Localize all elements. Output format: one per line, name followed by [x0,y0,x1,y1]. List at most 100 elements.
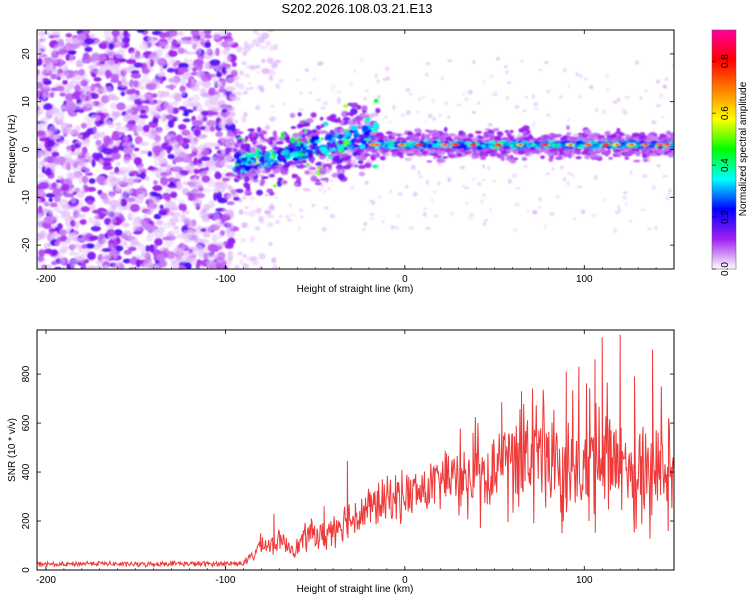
heatmap-cell [272,152,277,159]
heatmap-cell [405,88,411,92]
heatmap-cell [268,140,274,146]
heatmap-cell [310,175,318,182]
heatmap-cell [151,51,158,57]
heatmap-cell [571,173,575,178]
heatmap-cell [427,143,433,147]
heatmap-cell [266,57,274,64]
heatmap-cell [497,141,505,144]
heatmap-cell [100,210,107,214]
heatmap-cell [252,178,259,183]
heatmap-cell [228,175,234,180]
heatmap-cell [158,157,167,165]
heatmap-cell [350,102,359,109]
heatmap-cell [298,124,306,128]
heatmap-cell [207,101,218,110]
heatmap-cell [675,144,680,146]
heatmap-cell [344,131,351,137]
heatmap-cell [287,146,297,152]
heatmap-cell [496,153,503,159]
heatmap-cell [483,131,490,137]
heatmap-cell [43,215,55,224]
heatmap-cell [244,87,251,92]
heatmap-cell [139,93,146,102]
heatmap-cell [376,79,380,83]
heatmap-cell [274,59,282,64]
heatmap-cell [231,61,237,67]
colorbar-tick-label: 0.6 [720,106,731,120]
heatmap-cell [349,112,354,117]
heatmap-cell [91,53,100,62]
heatmap-cell [264,193,269,197]
heatmap-cell [337,97,341,104]
heatmap-cell [123,30,129,38]
heatmap-cell [425,72,429,77]
heatmap-cell [427,113,433,119]
heatmap-cell [51,30,61,36]
heatmap-cell [168,50,178,58]
y-tick-label: 400 [21,463,32,480]
heatmap-cell [513,157,519,161]
heatmap-cell [273,165,282,168]
heatmap-cell [207,164,218,172]
heatmap-cell [134,94,140,100]
heatmap-cell [320,137,325,141]
heatmap-cell [105,175,117,183]
heatmap-cell [404,144,410,147]
heatmap-cell [422,150,427,155]
heatmap-cell [37,205,43,214]
heatmap-cell [190,30,200,37]
heatmap-cell [95,260,103,265]
heatmap-cell [70,264,76,269]
heatmap-cell [327,155,333,159]
heatmap-cell [576,185,583,189]
heatmap-cell [319,130,328,135]
heatmap-cell [374,73,379,79]
heatmap-cell [304,68,310,73]
heatmap-cell [461,184,466,188]
heatmap-cell [494,135,499,141]
heatmap-cell [658,143,663,146]
heatmap-cell [447,177,452,182]
heatmap-cell [112,262,120,269]
heatmap-cell [178,106,187,111]
heatmap-cell [209,244,219,253]
heatmap-cell [351,138,355,144]
heatmap-cell [76,190,85,198]
heatmap-cell [460,165,466,170]
heatmap-cell [108,193,115,199]
heatmap-cell [248,179,254,184]
heatmap-cell [492,127,500,132]
heatmap-cell [167,154,175,160]
heatmap-cell [325,133,333,141]
heatmap-cell [272,264,278,269]
heatmap-cell [153,180,158,185]
heatmap-cell [218,121,226,129]
heatmap-cell [194,231,199,239]
heatmap-cell [124,187,134,195]
heatmap-cell [123,156,131,164]
heatmap-cell [307,134,312,140]
heatmap-cell [220,172,227,179]
heatmap-cell [487,143,496,146]
heatmap-cell [152,116,159,124]
heatmap-cell [331,141,336,148]
heatmap-cell [321,226,327,232]
heatmap-cell [194,103,204,112]
heatmap-cell [260,45,268,50]
heatmap-cell [147,204,155,213]
heatmap-cell [359,144,366,149]
heatmap-cell [667,193,672,196]
heatmap-cell [176,174,187,179]
heatmap-cell [60,122,69,131]
heatmap-cell [404,157,413,162]
colorbar-ticks: 0.00.20.40.60.8 [712,54,731,276]
heatmap-cell [73,208,82,213]
heatmap-cell [566,181,570,186]
heatmap-cell [199,88,208,93]
heatmap-cell [68,55,74,63]
heatmap-cell [45,167,52,176]
heatmap-cell [673,147,674,149]
heatmap-cell [543,134,549,140]
heatmap-cell [158,210,168,216]
heatmap-cell [182,235,194,243]
